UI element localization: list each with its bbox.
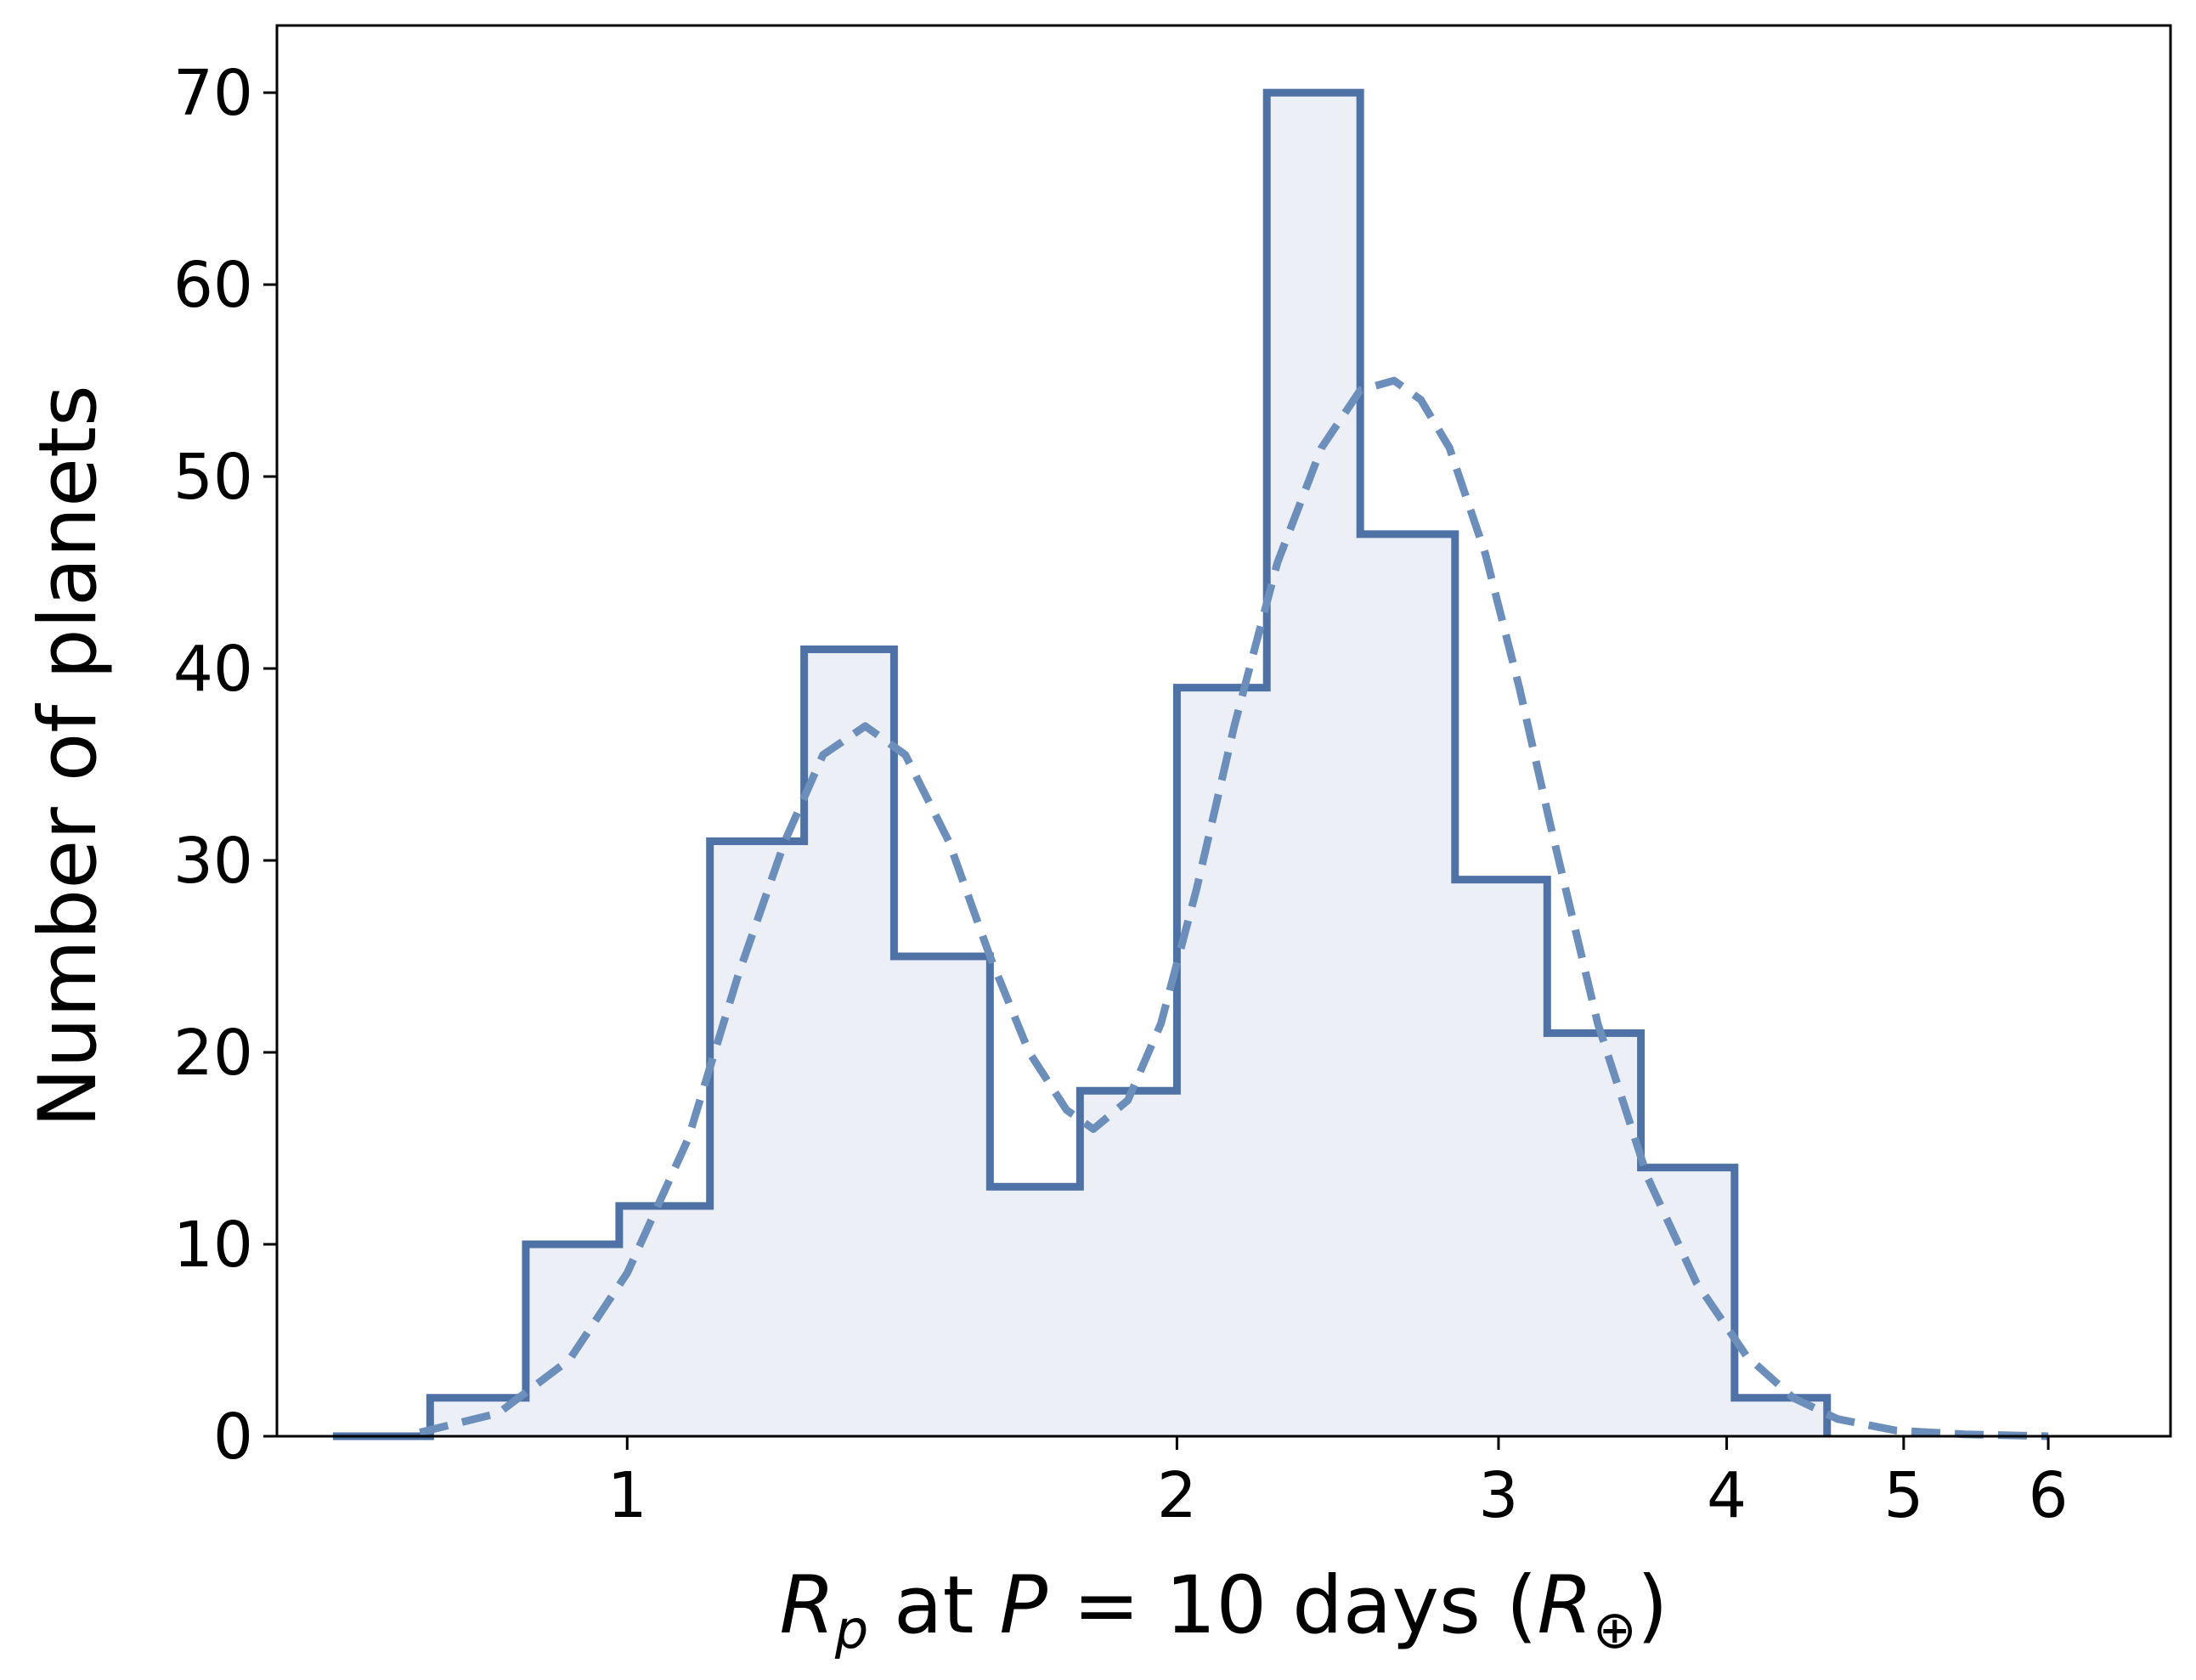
x-label-subscript-p: p (834, 1598, 868, 1660)
x-tick-label: 6 (2029, 1459, 2069, 1532)
x-label-symbol-p: P (999, 1559, 1047, 1652)
y-tick-label: 40 (173, 633, 253, 706)
y-tick-label: 30 (173, 825, 253, 898)
x-tick-label: 1 (607, 1459, 647, 1532)
histogram-bar (619, 1206, 710, 1436)
plot-frame (275, 24, 2172, 1438)
histogram-step-line (332, 88, 1832, 1440)
y-axis-label: Number of planets (22, 385, 115, 1128)
y-tick-label: 50 (173, 441, 253, 514)
histogram-bar (990, 1187, 1080, 1436)
x-axis-label: Rp at P = 10 days (R⊕) (779, 1559, 1668, 1660)
histogram-bar (1455, 880, 1548, 1436)
y-tick-label: 20 (173, 1017, 253, 1090)
x-tick-label: 2 (1157, 1459, 1197, 1532)
histogram-bar (710, 841, 804, 1436)
y-axis: 0 10 20 30 40 50 60 70 (173, 57, 277, 1474)
histogram-bar (1547, 1033, 1640, 1436)
x-label-symbol-r: R (779, 1559, 834, 1652)
histogram-fill (332, 93, 1827, 1437)
y-tick-label: 70 (173, 57, 253, 130)
x-axis: 1 2 3 4 5 6 (607, 1436, 2069, 1532)
plot-area (332, 88, 2049, 1440)
x-label-symbol-r-earth: R (1538, 1559, 1593, 1652)
histogram-bar (1641, 1168, 1735, 1436)
x-label-text-days: = 10 days ( (1047, 1559, 1537, 1652)
x-label-close-paren: ) (1637, 1559, 1668, 1652)
histogram-bar (526, 1244, 619, 1436)
histogram-bar (1360, 534, 1455, 1436)
y-tick-label: 0 (213, 1401, 253, 1474)
x-label-text-at: at (868, 1559, 999, 1652)
x-tick-label: 4 (1707, 1459, 1747, 1532)
histogram-bar (894, 956, 990, 1436)
y-tick-label: 60 (173, 249, 253, 322)
histogram-bar (1267, 93, 1360, 1436)
histogram-bar (1080, 1091, 1177, 1436)
x-tick-label: 5 (1883, 1459, 1923, 1532)
histogram-bar (1177, 688, 1267, 1436)
x-tick-label: 3 (1478, 1459, 1518, 1532)
y-tick-label: 10 (173, 1209, 253, 1282)
histogram-bar (804, 649, 895, 1436)
fit-curve (419, 376, 2049, 1440)
x-label-subscript-earth: ⊕ (1593, 1598, 1637, 1660)
